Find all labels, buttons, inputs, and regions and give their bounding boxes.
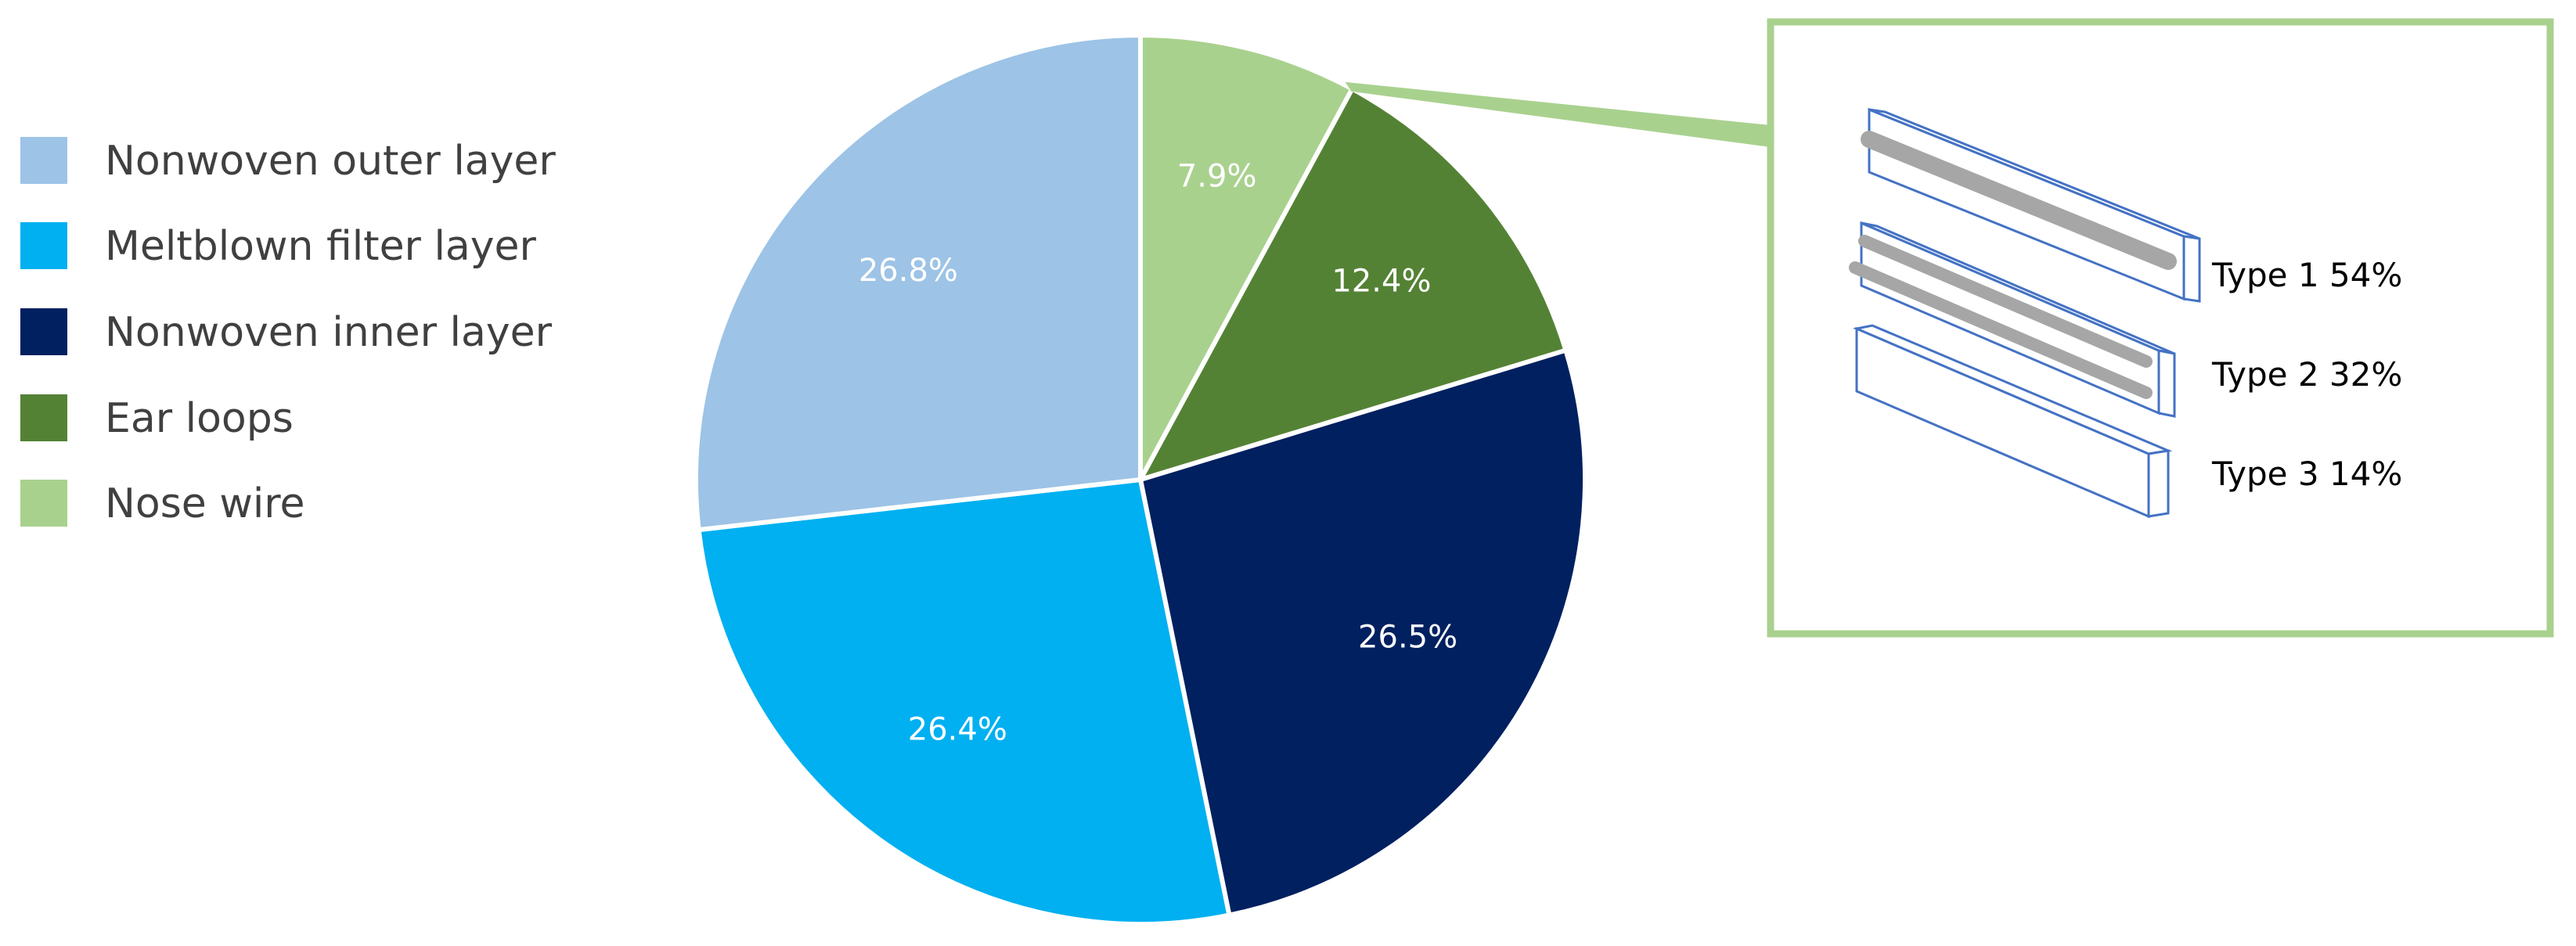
pie-slice-nonwoven-inner-layer [1137, 347, 1587, 919]
legend-label-nonwoven-outer-layer: Nonwoven outer layer [105, 138, 556, 185]
type-1-label: Type 1 54% [2211, 256, 2402, 294]
pie-slice-nonwoven-outer-layer [694, 32, 1143, 533]
type-2-wire-illustration [1849, 221, 2176, 418]
slice-label-nonwoven-outer-layer: 26.8% [859, 253, 958, 289]
legend-swatch-ear-loops [20, 394, 67, 441]
type-3-wire-illustration [1852, 324, 2173, 519]
pie-slice-meltblown-filter-layer [696, 477, 1232, 926]
legend-swatch-nose-wire [20, 480, 67, 527]
legend-swatch-meltblown-filter-layer [20, 222, 67, 269]
type-1-wire-illustration [1861, 107, 2201, 303]
slice-labels: 7.9% 12.4% 26.5% 26.4% 26.8% [859, 159, 1457, 748]
slice-label-nonwoven-inner-layer: 26.5% [1358, 619, 1457, 655]
callout-connector [1345, 81, 1771, 147]
legend-label-nose-wire: Nose wire [105, 480, 305, 527]
type-2-label: Type 2 32% [2211, 355, 2402, 394]
slice-label-nose-wire: 7.9% [1177, 159, 1257, 195]
slice-label-meltblown-filter-layer: 26.4% [908, 712, 1007, 748]
legend-swatch-nonwoven-inner-layer [20, 308, 67, 355]
legend-label-ear-loops: Ear loops [105, 395, 294, 442]
legend: Nonwoven outer layer Meltblown filter lay… [20, 137, 556, 527]
type-3-label: Type 3 14% [2211, 455, 2402, 493]
pie [694, 32, 1587, 926]
nose-wire-callout: Type 1 54% Type 2 32% Type 3 14% [1345, 18, 2554, 638]
slice-label-ear-loops: 12.4% [1331, 263, 1431, 299]
legend-label-meltblown-filter-layer: Meltblown filter layer [105, 223, 537, 270]
legend-swatch-nonwoven-outer-layer [20, 137, 67, 184]
legend-label-nonwoven-inner-layer: Nonwoven inner layer [105, 309, 553, 356]
pie-slice-nose-wire [1138, 32, 1356, 481]
